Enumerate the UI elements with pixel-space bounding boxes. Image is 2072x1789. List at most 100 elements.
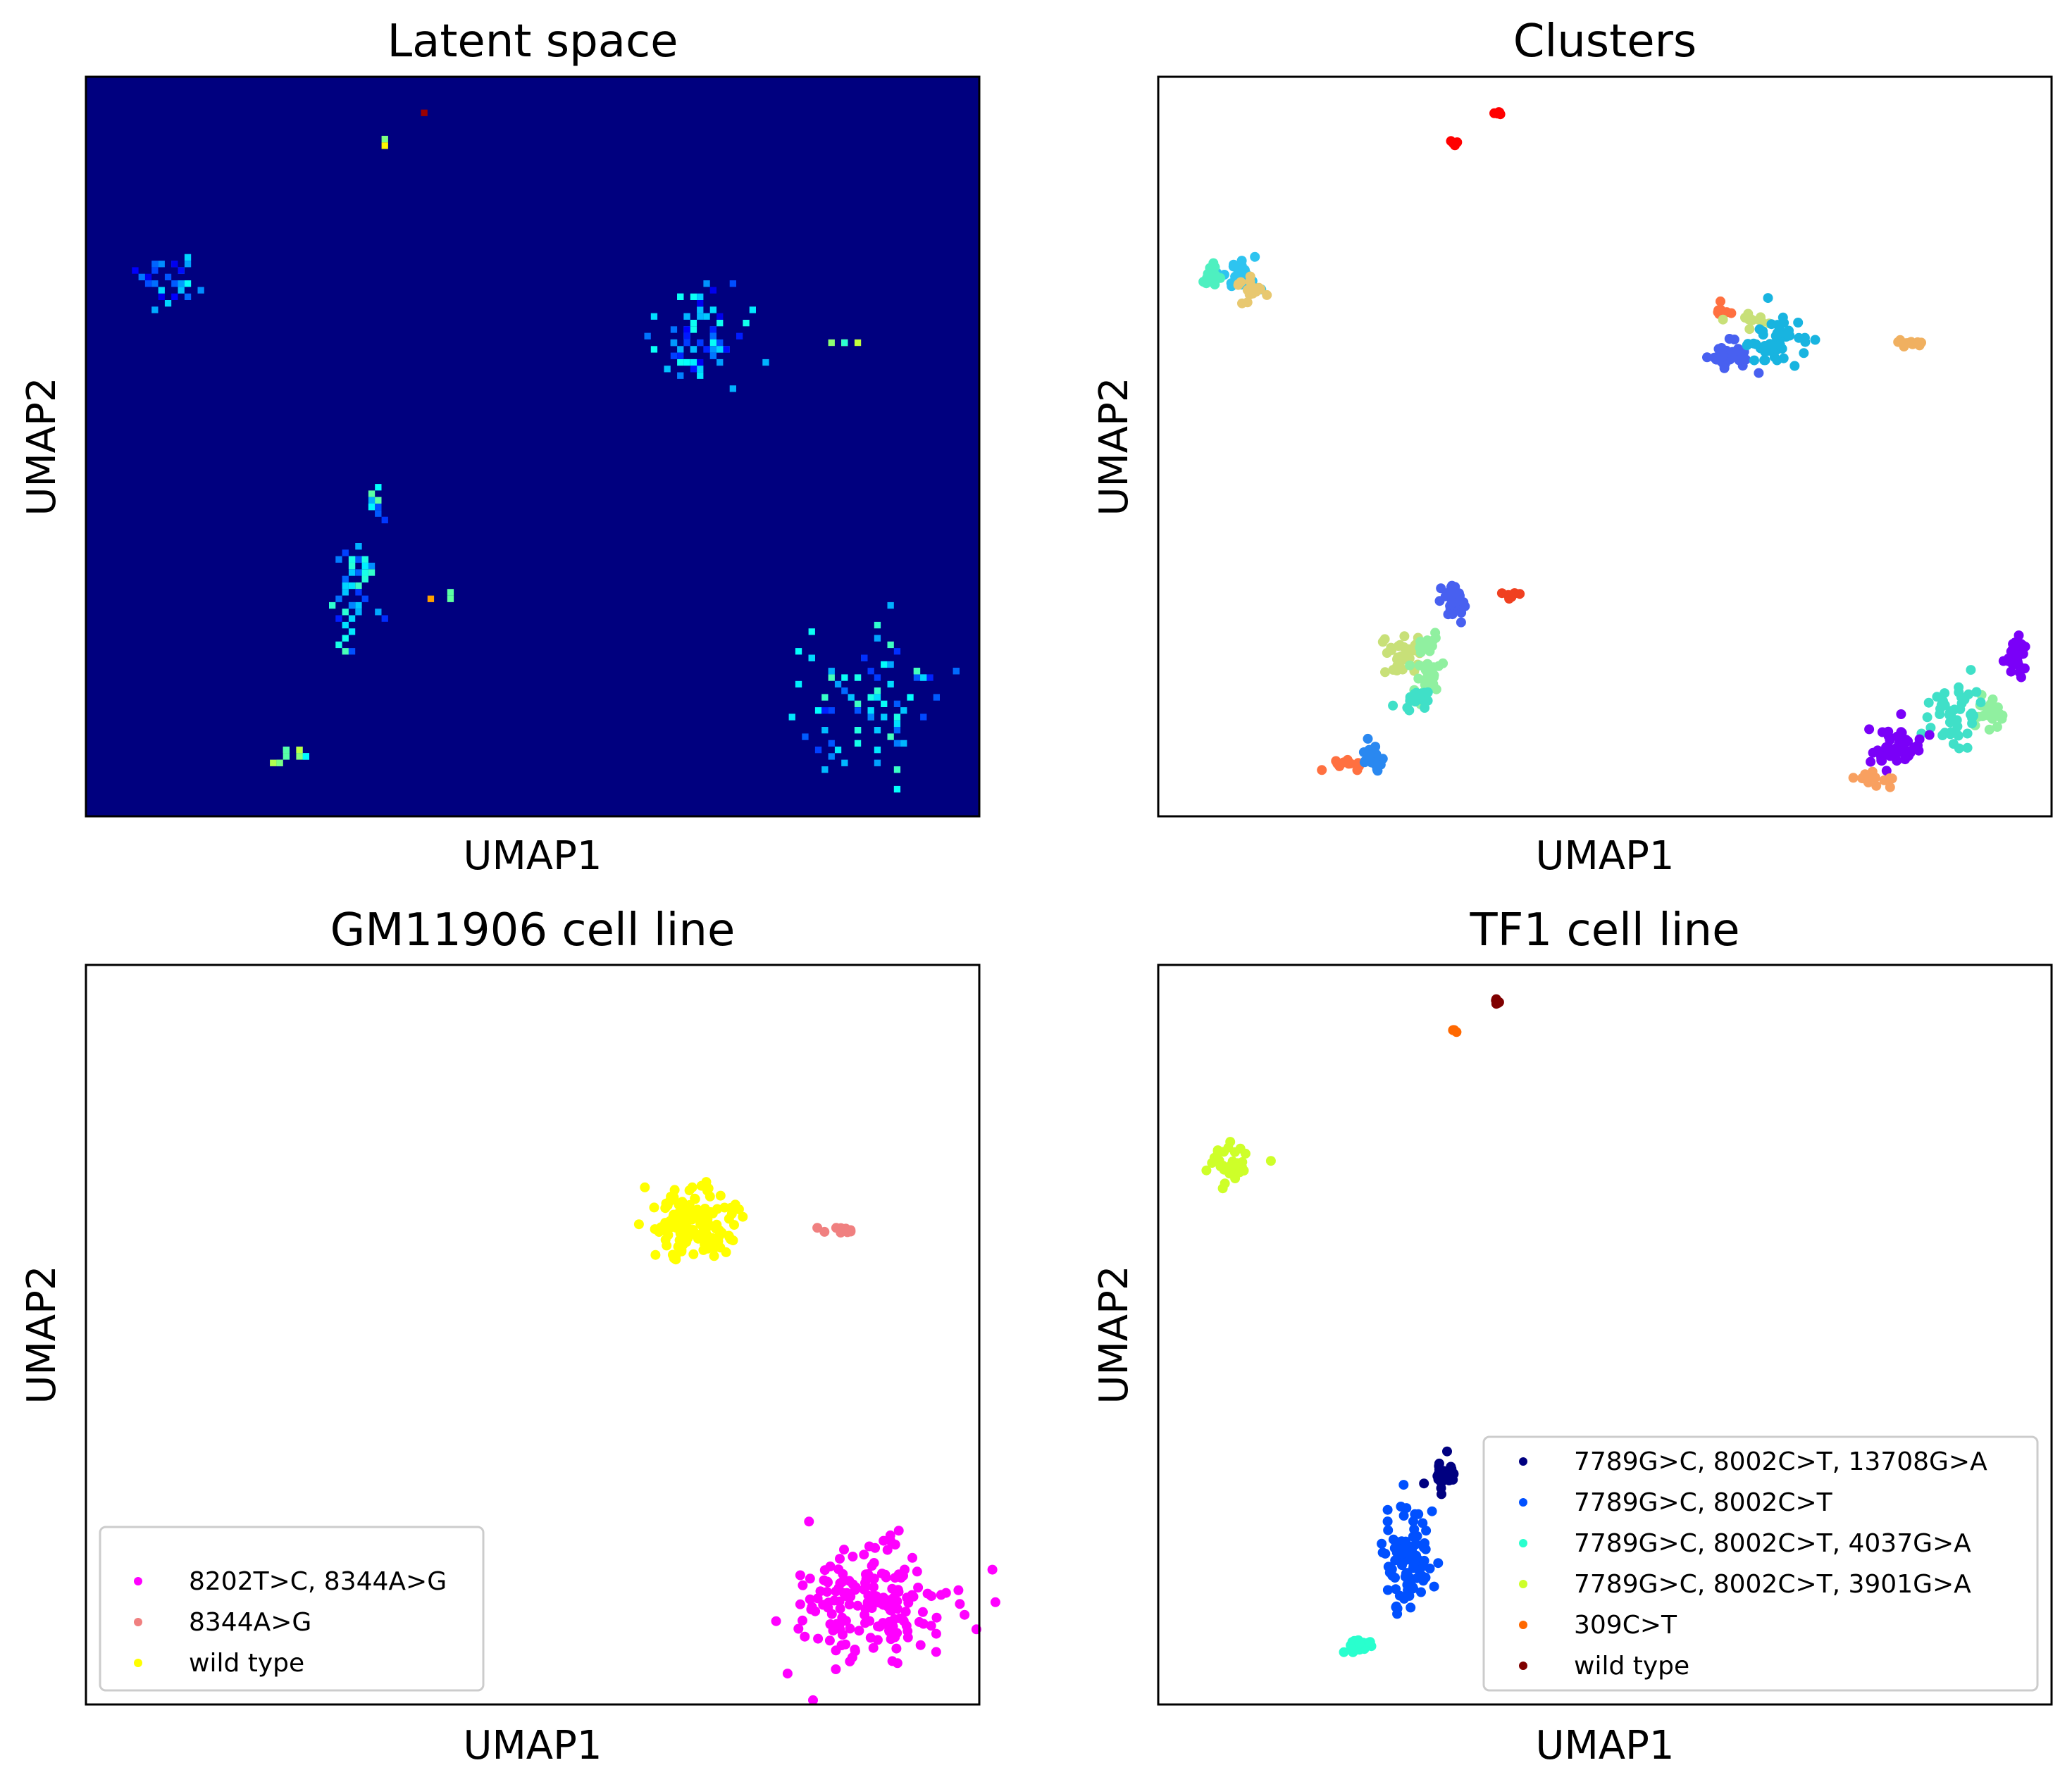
legend-label-tf1-3: 7789G>C, 8002C>T, 3901G>A xyxy=(1574,1570,1971,1599)
heatmap-cell xyxy=(690,366,697,373)
scatter-point xyxy=(1758,330,1768,340)
scatter-point xyxy=(1394,661,1404,671)
scatter-point xyxy=(1419,1478,1429,1489)
heatmap-cell xyxy=(381,516,388,523)
scatter-point xyxy=(918,1619,929,1629)
heatmap-cell xyxy=(670,352,678,359)
scatter-point xyxy=(1430,628,1441,638)
scatter-point xyxy=(808,1695,818,1705)
heatmap-cell xyxy=(697,372,704,379)
scatter-point xyxy=(1405,660,1415,671)
scatter-point xyxy=(2006,666,2016,677)
scatter-point xyxy=(1984,724,1995,735)
scatter-point xyxy=(1744,324,1755,335)
heatmap-cell xyxy=(900,707,907,714)
scatter-point xyxy=(1265,1156,1276,1166)
legend-marker-gm-1 xyxy=(134,1618,142,1626)
legend-box-gm11906 xyxy=(99,1526,485,1692)
scatter-points-clusters xyxy=(1198,107,2030,792)
scatter-point xyxy=(882,1545,893,1555)
heatmap-cell xyxy=(361,595,368,602)
scatter-point xyxy=(1219,1147,1229,1157)
heatmap-cell xyxy=(900,740,907,747)
heatmap-cell xyxy=(697,359,704,366)
heatmap-background xyxy=(86,77,979,816)
scatter-point xyxy=(1388,700,1398,711)
heatmap-cell xyxy=(381,142,388,149)
scatter-point xyxy=(684,1185,695,1196)
heatmap-cell xyxy=(683,332,690,339)
legend-label-tf1-1: 7789G>C, 8002C>T xyxy=(1574,1488,1833,1517)
heatmap-cell xyxy=(788,713,795,721)
heatmap-cell xyxy=(296,747,303,754)
scatter-point xyxy=(707,1208,718,1218)
heatmap-cell xyxy=(375,510,382,517)
scatter-point xyxy=(1881,766,1892,776)
heatmap-cell xyxy=(683,313,690,320)
scatter-point xyxy=(836,1223,846,1233)
heatmap-cell xyxy=(893,713,901,721)
scatter-points-gm11906 xyxy=(633,1177,1000,1705)
scatter-point xyxy=(892,1628,902,1638)
scatter-point xyxy=(1420,1538,1429,1548)
scatter-point xyxy=(865,1601,876,1612)
scatter-point xyxy=(840,1639,851,1650)
scatter-point xyxy=(1239,265,1250,275)
x-axis-label-tf1: UMAP1 xyxy=(1535,1723,1674,1769)
scatter-point xyxy=(1754,368,1764,378)
heatmap-cell xyxy=(296,753,303,760)
x-axis-label-latent: UMAP1 xyxy=(463,833,602,879)
scatter-point xyxy=(664,1196,675,1207)
scatter-point xyxy=(1201,1165,1212,1176)
scatter-point xyxy=(771,1616,781,1626)
heatmap-cell xyxy=(158,261,165,268)
scatter-point xyxy=(1406,1602,1416,1613)
scatter-point xyxy=(1382,648,1392,658)
scatter-point xyxy=(1975,697,1986,708)
scatter-point xyxy=(715,1190,726,1201)
scatter-point xyxy=(1800,337,1811,347)
heatmap-cell xyxy=(677,372,684,379)
scatter-point xyxy=(733,1204,744,1214)
scatter-point xyxy=(915,1640,926,1650)
axes-frame-tf1 xyxy=(1157,964,2053,1706)
scatter-point xyxy=(1387,1571,1398,1581)
scatter-point xyxy=(893,1526,904,1536)
heatmap-cell xyxy=(697,300,704,307)
scatter-point xyxy=(1382,1516,1393,1527)
heatmap-cell xyxy=(368,562,376,570)
scatter-point xyxy=(669,1185,680,1195)
heatmap-cell xyxy=(913,674,921,681)
scatter-point xyxy=(660,1223,671,1233)
scatter-point xyxy=(1409,1557,1420,1568)
legend-label-gm-1: 8344A>G xyxy=(189,1608,311,1637)
scatter-point xyxy=(678,1240,688,1250)
scatter-point xyxy=(1229,259,1239,270)
heatmap-cell xyxy=(867,694,874,701)
scatter-point xyxy=(848,1579,858,1590)
heatmap-cell xyxy=(342,575,349,582)
heatmap-cell xyxy=(381,615,388,622)
heatmap-cell xyxy=(953,668,960,675)
heatmap-cell xyxy=(893,785,901,793)
scatter-point xyxy=(1883,775,1894,785)
scatter-point xyxy=(1415,694,1426,705)
y-axis-label-clusters: UMAP2 xyxy=(1091,377,1137,516)
heatmap-cell xyxy=(178,267,185,274)
legend-label-tf1-5: wild type xyxy=(1574,1652,1689,1681)
heatmap-cell xyxy=(283,753,290,760)
scatter-point xyxy=(709,1242,720,1253)
heatmap-cell xyxy=(874,674,881,681)
heatmap-cell xyxy=(670,339,678,347)
heatmap-cell xyxy=(861,654,868,661)
legend-marker-tf1-5 xyxy=(1519,1662,1527,1670)
scatter-point xyxy=(845,1226,856,1237)
scatter-point xyxy=(907,1590,917,1600)
scatter-point xyxy=(913,1583,924,1592)
legend-marker-gm-2 xyxy=(134,1659,142,1667)
scatter-point xyxy=(1923,697,1934,708)
heatmap-cell xyxy=(736,332,743,339)
scatter-point xyxy=(1416,1587,1426,1597)
heatmap-cell xyxy=(933,694,940,701)
